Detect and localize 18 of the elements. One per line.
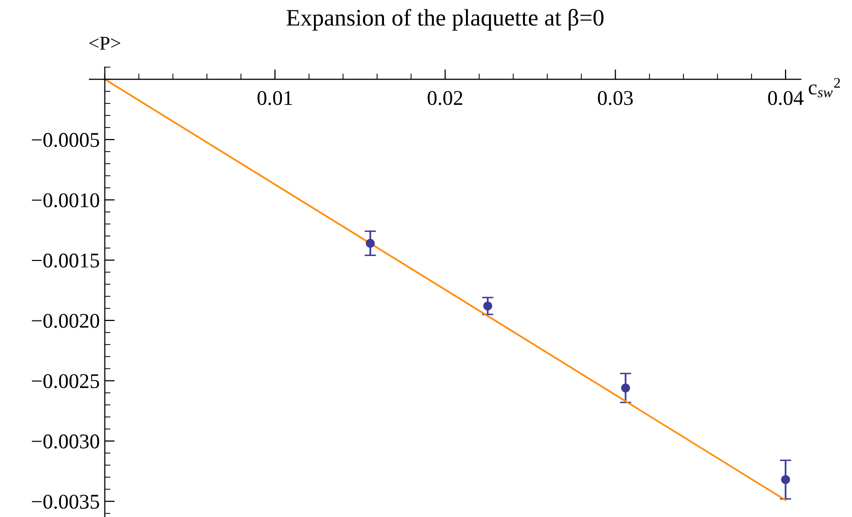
y-tick-label: −0.0035: [32, 494, 100, 509]
y-tick-label: −0.0025: [32, 374, 100, 388]
x-tick-label: 0.03: [598, 90, 633, 106]
point: [621, 383, 630, 392]
y-tick-label: −0.0015: [32, 254, 100, 268]
chart-title: Expansion of the plaquette at β=0: [286, 8, 604, 31]
point: [366, 238, 375, 248]
y-tick-label: −0.0005: [32, 132, 100, 148]
y-tick-label: −0.0010: [32, 193, 100, 208]
y-axis-title: <P>: [89, 36, 120, 50]
x-tick-label: 0.04: [768, 90, 804, 106]
x-axis-title: c$_{sw}$$^{2}$: [808, 78, 840, 98]
y-tick-label: −0.0020: [32, 314, 100, 328]
x-tick-label: 0.01: [258, 90, 292, 106]
point: [781, 475, 790, 484]
point: [483, 301, 492, 310]
x-tick-label: 0.02: [428, 90, 462, 106]
y-tick-label: −0.0030: [32, 434, 100, 449]
